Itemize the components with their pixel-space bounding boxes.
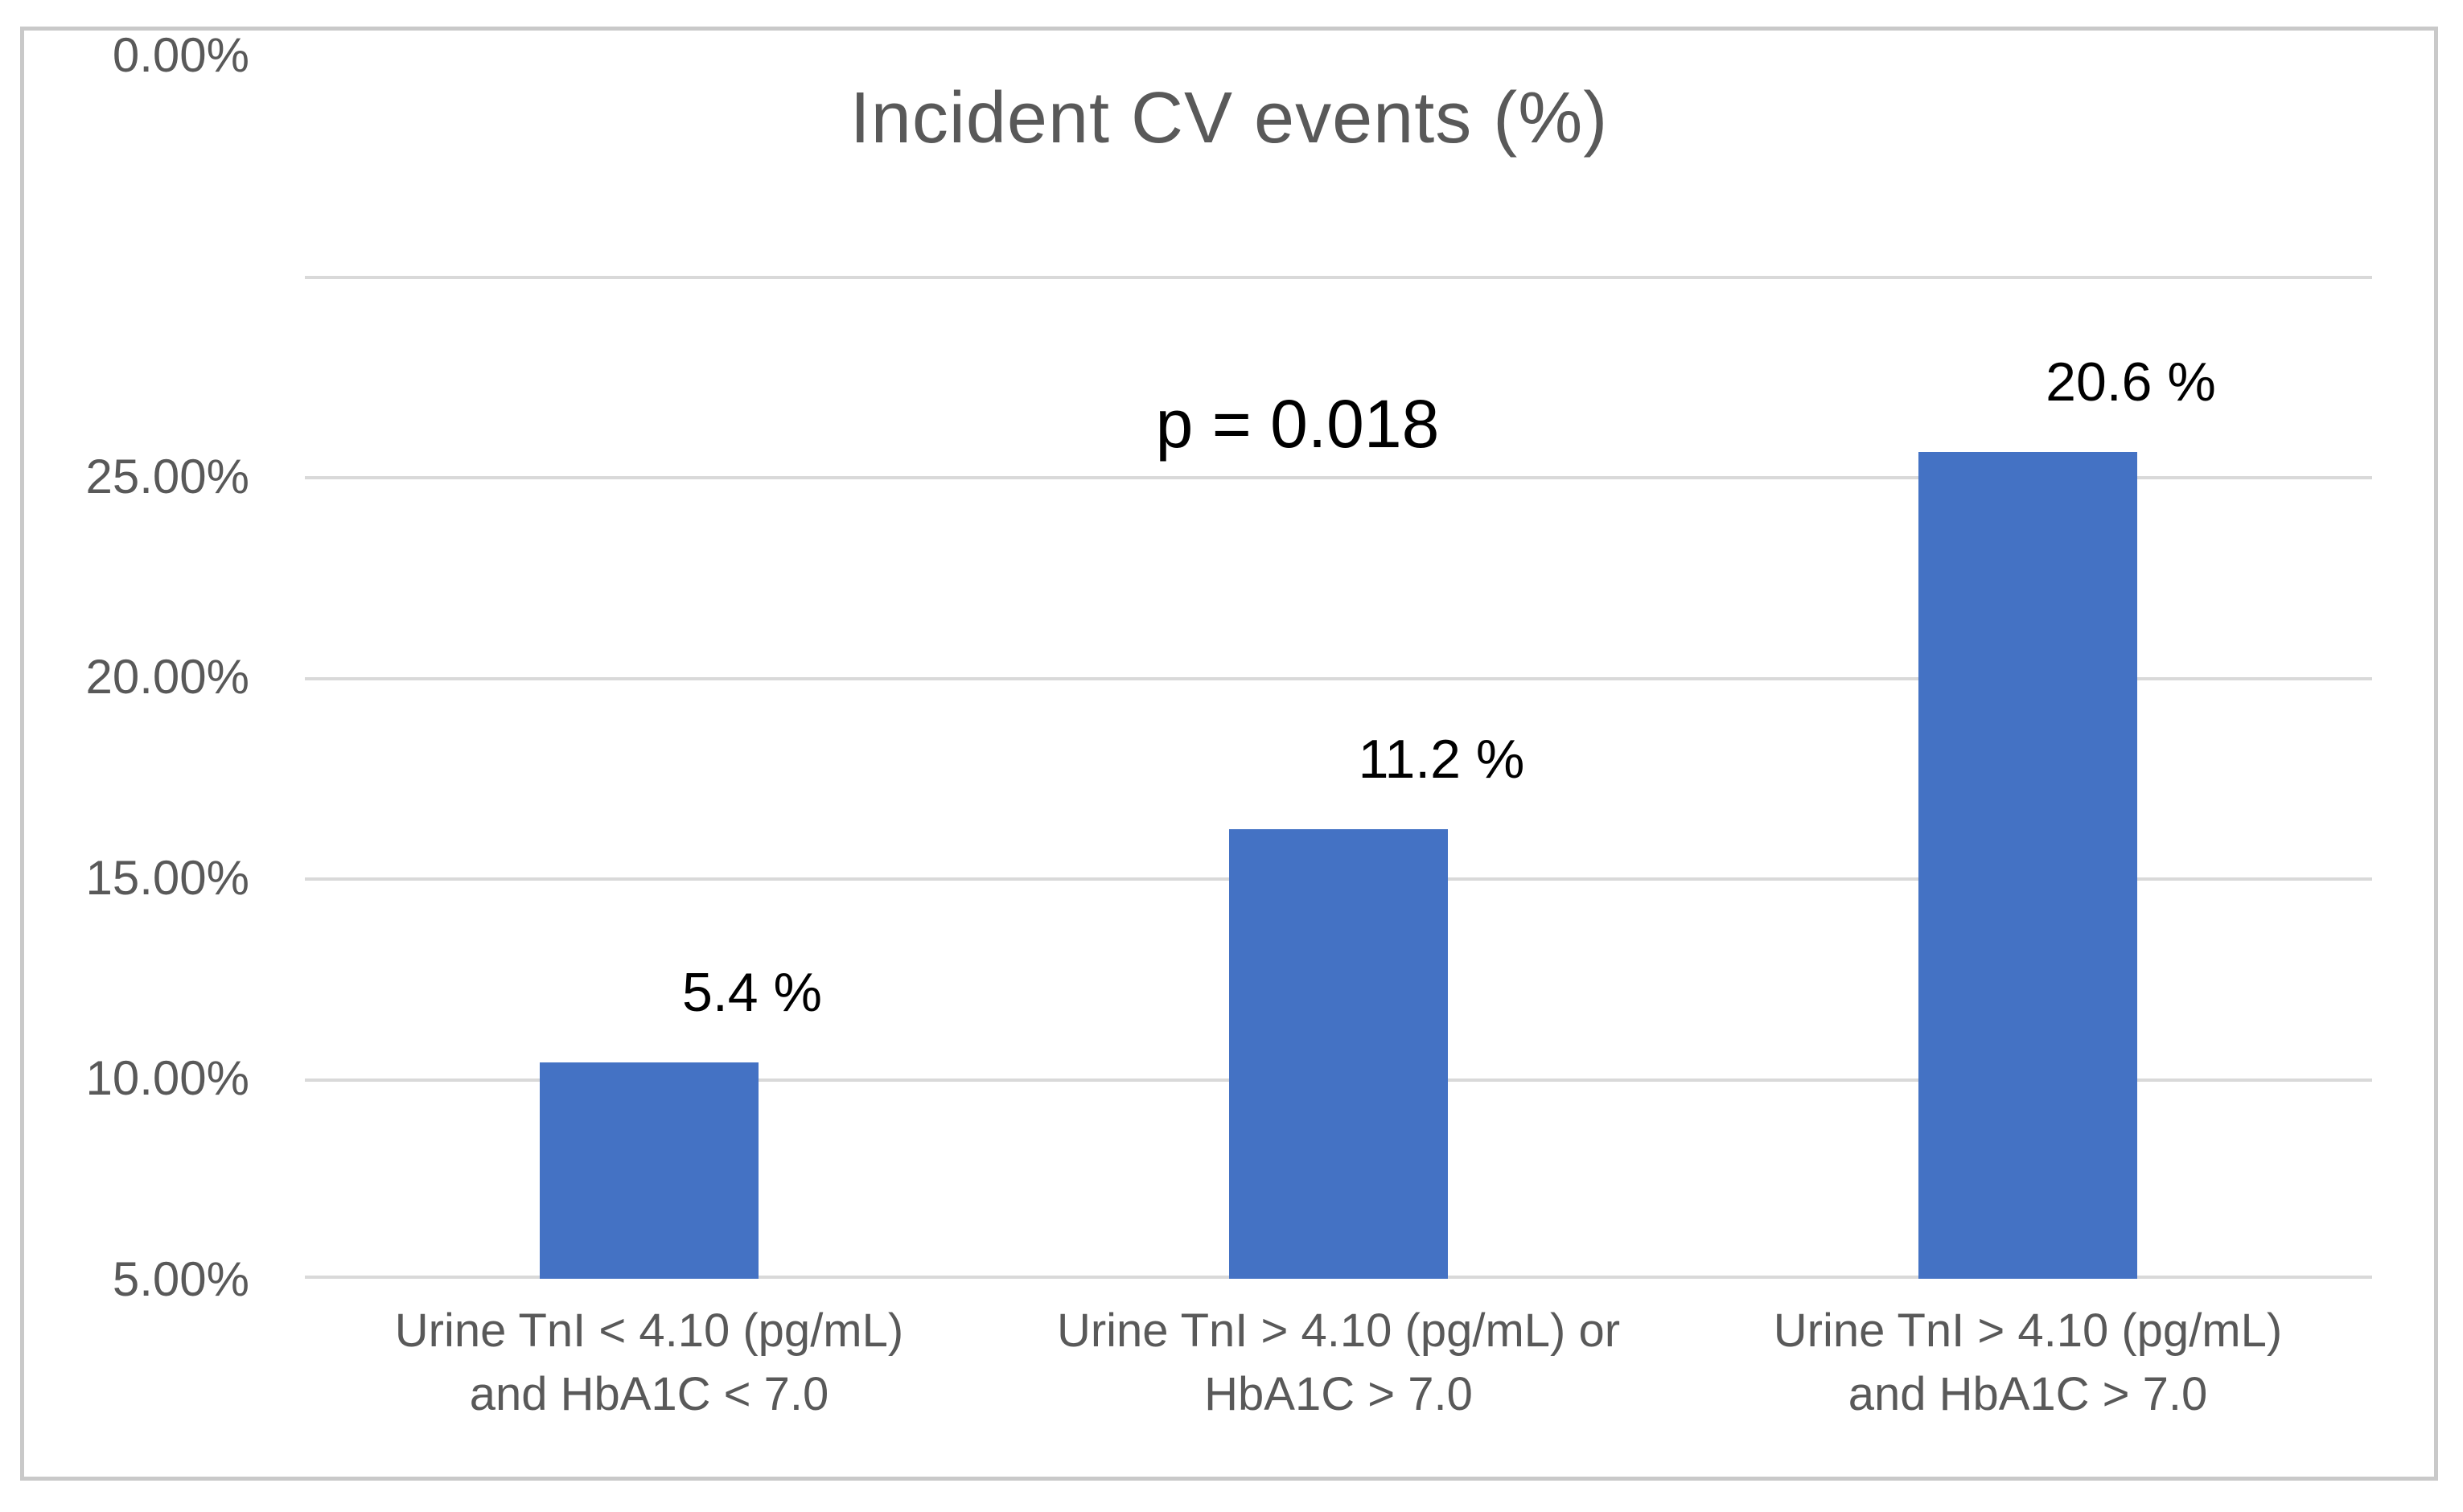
y-axis-tick-label: 20.00% [85,650,250,704]
y-axis-tick-label: 15.00% [85,851,250,905]
x-axis-category-label: Urine TnI < 4.10 (pg/mL) and HbA1C < 7.0 [271,1299,1027,1426]
x-axis-category-label: Urine TnI > 4.10 (pg/mL) and HbA1C > 7.0 [1650,1299,2406,1426]
x-axis-category-label: Urine TnI > 4.10 (pg/mL) or HbA1C > 7.0 [960,1299,1717,1426]
bar-low-tni-low-hba1c [540,1062,759,1279]
p-value-annotation: p = 0.018 [1155,386,1440,462]
gridline-25pct [305,276,2372,279]
x-axis-category-label-line: HbA1C > 7.0 [1204,1368,1473,1420]
bar-value-label: 5.4 % [682,961,822,1023]
y-axis-tick-label: 0.00% [112,28,249,82]
plot-area: 5.4 % 11.2 % 20.6 % [305,276,2372,1279]
bar-high-tni-or-high-hba1c [1229,829,1448,1279]
x-axis-category-label-line: Urine TnI < 4.10 (pg/mL) [394,1305,904,1357]
bar-value-label: 20.6 % [2046,351,2216,413]
x-axis-category-label-line: and HbA1C > 7.0 [1848,1368,2208,1420]
chart-frame: Incident CV events (%) 25.00% 20.00% 15.… [20,27,2438,1481]
chart-title: Incident CV events (%) [849,78,1609,158]
y-axis-tick-label: 25.00% [85,450,250,503]
y-axis-tick-label: 10.00% [85,1051,250,1105]
y-axis-tick-label: 5.00% [112,1252,249,1306]
x-axis-category-label-line: Urine TnI > 4.10 (pg/mL) or [1056,1305,1621,1357]
bar-high-tni-and-high-hba1c [1918,452,2137,1279]
x-axis-category-label-line: and HbA1C < 7.0 [469,1368,829,1420]
x-axis-category-label-line: Urine TnI > 4.10 (pg/mL) [1773,1305,2283,1357]
bar-value-label: 11.2 % [1358,729,1525,791]
gridline-15pct [305,676,2372,680]
gridline-20pct [305,476,2372,480]
